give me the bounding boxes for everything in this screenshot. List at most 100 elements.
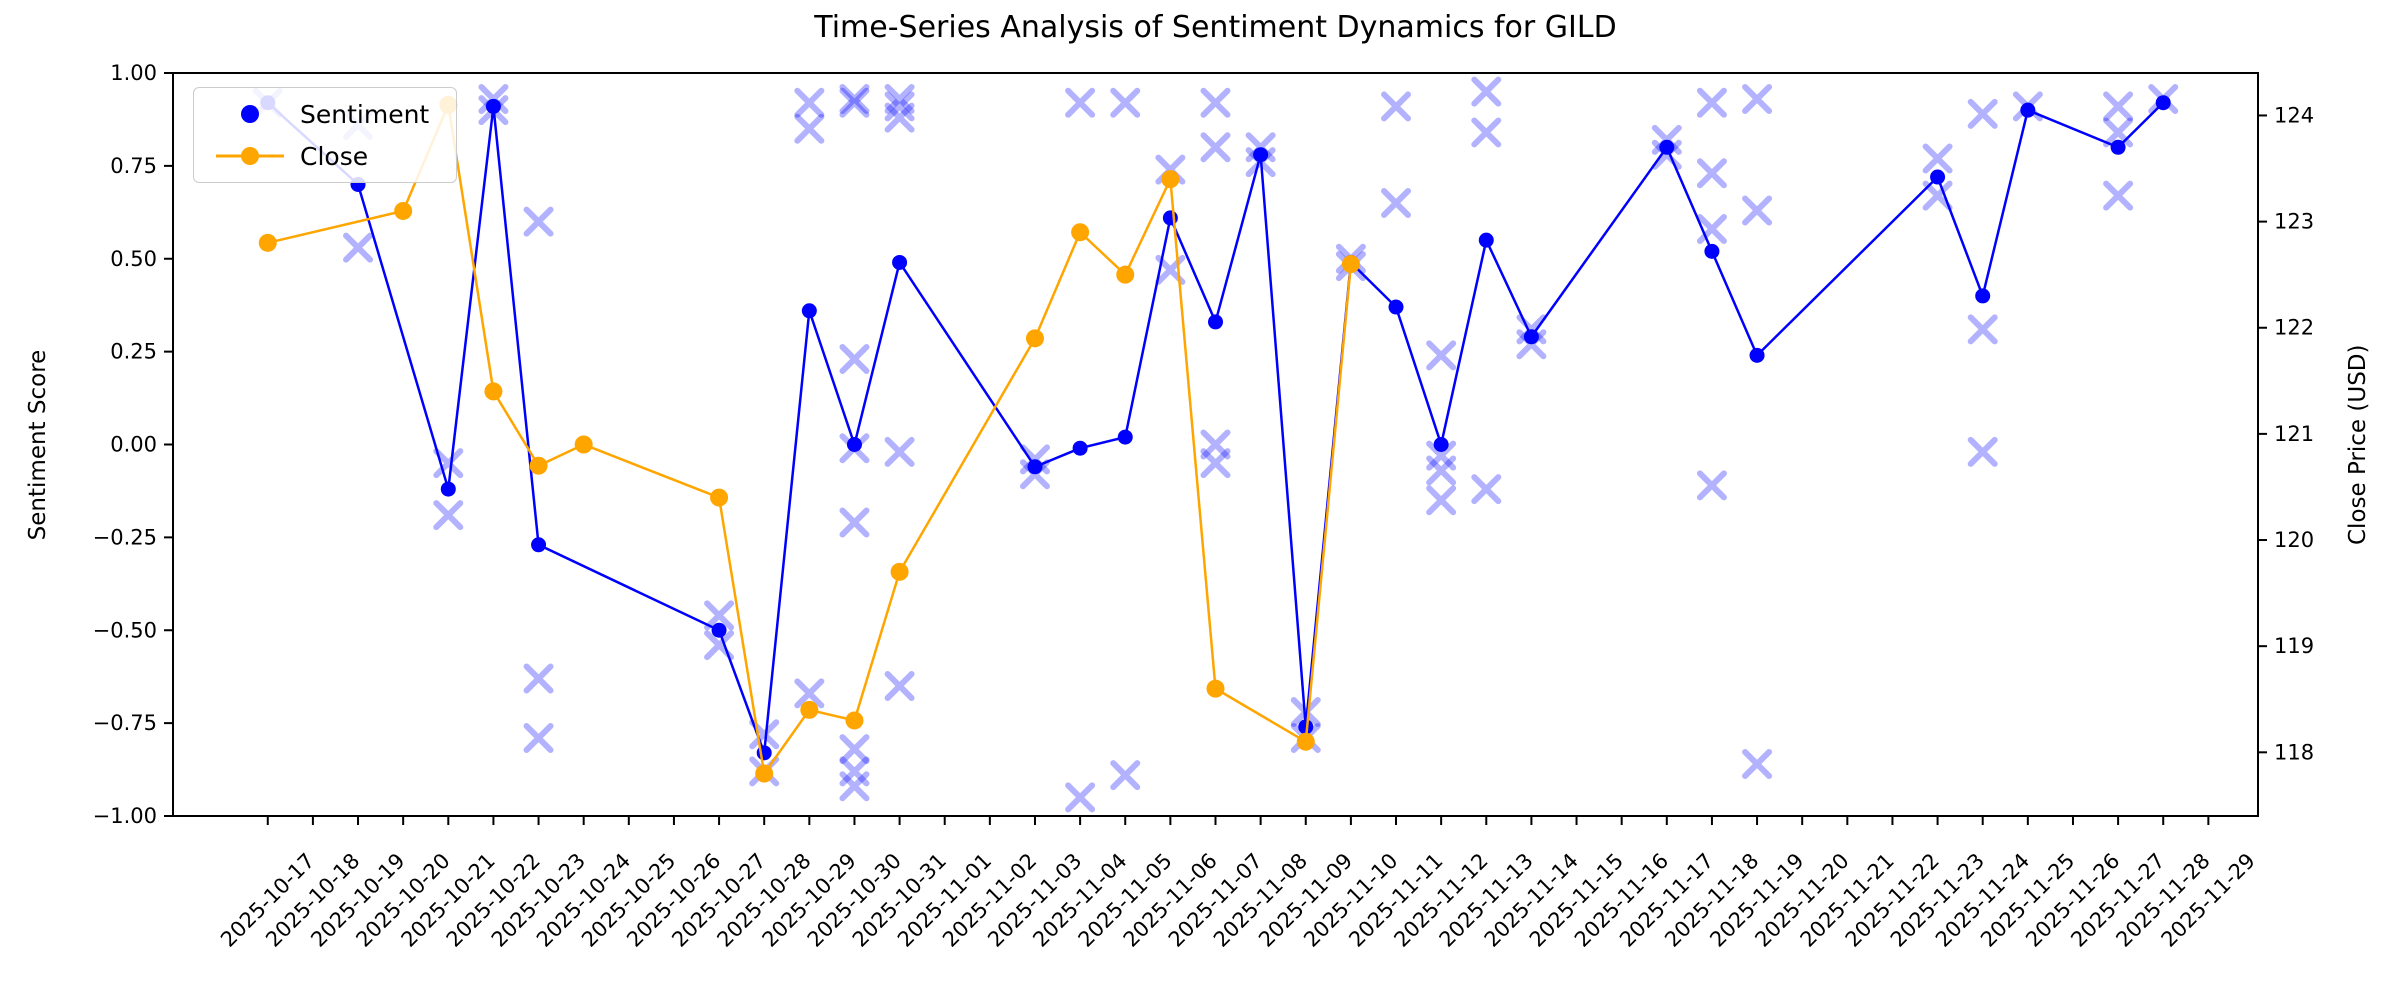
data-point-sentiment [1253,147,1269,163]
raw-sentiment-x-marker [1200,429,1231,460]
raw-sentiment-x-marker [839,344,870,375]
raw-sentiment-x-marker [523,722,554,753]
data-point-close [258,233,277,252]
data-point-close [1296,732,1315,751]
y-tick-label-left: −0.25 [93,525,157,549]
data-point-close [484,382,503,401]
raw-sentiment-x-marker [2103,180,2134,211]
y-tick-label-left: 0.25 [110,340,157,364]
data-point-close [394,201,413,220]
sentiment-dot-icon [241,105,259,123]
raw-sentiment-x-marker [884,91,915,122]
raw-sentiment-x-marker [1200,448,1231,479]
raw-sentiment-x-marker [433,500,464,531]
data-point-sentiment [440,481,456,497]
raw-sentiment-x-marker [794,113,825,144]
data-point-sentiment [711,622,727,638]
data-point-sentiment [1704,243,1720,259]
raw-sentiment-x-marker [1696,158,1727,189]
raw-sentiment-x-marker [1381,188,1412,219]
raw-sentiment-x-marker [1426,485,1457,516]
y-tick-label-left: 0.75 [110,154,157,178]
series-line-close [267,100,1353,777]
raw-sentiment-x-marker [884,102,915,133]
data-point-sentiment [801,303,817,319]
y-tick-label-right: 119 [2274,634,2314,658]
data-point-sentiment [1930,169,1946,185]
data-point-sentiment [485,98,501,114]
data-point-close [1025,329,1044,348]
raw-sentiment-x-marker [884,84,915,115]
raw-sentiment-x-marker [839,734,870,765]
data-point-close [1206,679,1225,698]
data-point-sentiment [1433,437,1449,452]
data-point-sentiment [1162,210,1178,226]
data-point-sentiment [892,254,908,270]
raw-sentiment-x-marker [794,678,825,709]
data-point-close [845,711,864,730]
raw-sentiment-x-marker [1381,91,1412,122]
raw-sentiment-x-marker [1471,117,1502,148]
data-point-sentiment [846,437,862,452]
raw-sentiment-x-marker [1696,214,1727,245]
y-tick-label-left: −1.00 [93,804,157,828]
y-tick-label-right: 122 [2274,316,2314,340]
y-axis-left: 1.00 0.75 0.50 0.25 0.00 −0.25 −0.50 −0.75 −1.00 [93,61,173,828]
data-point-sentiment [531,537,547,553]
data-point-sentiment [1208,314,1223,330]
y-axis-right: 124 123 122 121 120 119 118 [2258,103,2314,764]
raw-sentiment-x-marker [884,436,915,467]
data-point-sentiment [2155,95,2171,111]
data-point-sentiment [1298,719,1314,735]
data-point-close [529,456,548,475]
raw-sentiment-x-marker [839,756,870,787]
y-tick-label-right: 124 [2274,103,2314,127]
legend-label-close: Close [300,141,369,171]
raw-sentiment-x-marker [1696,470,1727,501]
data-point-sentiment [1478,232,1494,248]
raw-sentiment-x-marker [1967,98,1998,129]
data-point-close [1341,255,1360,274]
raw-sentiment-x-marker [1967,314,1998,345]
y-tick-label-left: 1.00 [110,61,157,85]
y-tick-label-left: −0.50 [93,618,157,642]
y-tick-label-left: 0.00 [110,433,157,457]
raw-sentiment-x-marker [2103,91,2134,122]
data-point-close [755,764,774,783]
raw-sentiment-x-marker [839,84,870,115]
series-close [258,95,1360,783]
raw-sentiment-x-marker [704,600,735,631]
raw-sentiment-x-marker [1742,195,1773,226]
y-tick-label-right: 120 [2274,528,2314,552]
raw-sentiment-x-marker [1110,87,1141,118]
raw-sentiment-x-marker [1065,782,1096,813]
scatter-raw-sentiment [252,76,2179,813]
legend: Sentiment Close [193,87,457,183]
raw-sentiment-x-marker [1471,474,1502,505]
data-point-sentiment [1388,299,1404,315]
raw-sentiment-x-marker [1922,143,1953,174]
raw-sentiment-x-marker [343,232,374,263]
legend-label-sentiment: Sentiment [300,99,430,129]
data-point-sentiment [1523,329,1539,345]
series-sentiment [260,95,2171,761]
y-tick-label-right: 123 [2274,210,2314,234]
raw-sentiment-x-marker [1426,455,1457,486]
raw-sentiment-x-marker [839,771,870,802]
data-point-close [800,700,819,719]
raw-sentiment-x-marker [1471,76,1502,107]
data-point-sentiment [2110,139,2126,155]
raw-sentiment-x-marker [523,206,554,237]
raw-sentiment-x-marker [1742,748,1773,779]
raw-sentiment-x-marker [884,670,915,701]
raw-sentiment-x-marker [794,87,825,118]
data-point-close [710,488,729,507]
raw-sentiment-x-marker [839,87,870,118]
raw-sentiment-x-marker [1200,87,1231,118]
y-tick-label-right: 121 [2274,422,2314,446]
data-point-sentiment [1975,288,1991,304]
data-point-sentiment [1749,347,1765,363]
y-tick-label-right: 118 [2274,740,2314,764]
data-point-close [890,562,909,581]
